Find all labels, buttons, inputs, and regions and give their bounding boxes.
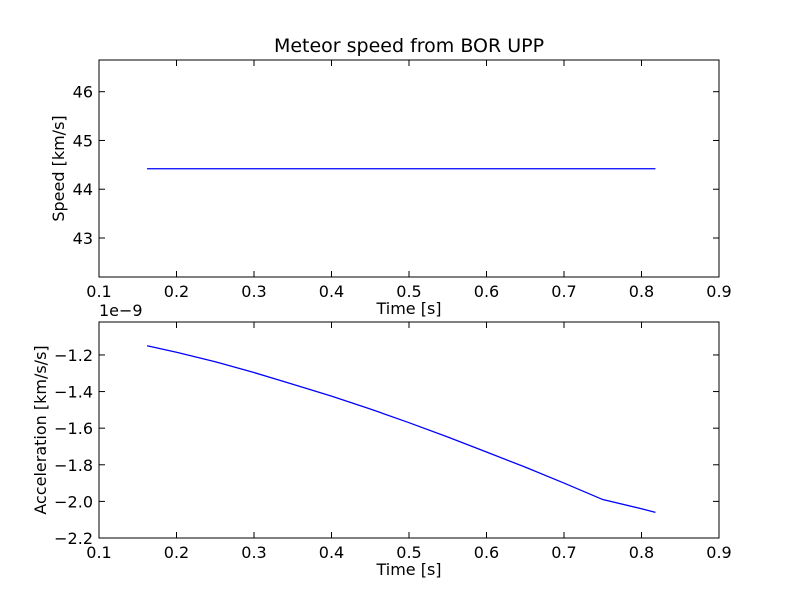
acceleration-x-tick-label: 0.9 — [706, 543, 731, 562]
speed-ticks: 0.1 0.2 0.3 0.4 0.5 0.6 0.7 0.8 0.9 43 44 45 46 — [73, 60, 732, 301]
acceleration-x-tick-label: 0.5 — [396, 543, 421, 562]
speed-x-tick-label: 0.1 — [86, 282, 111, 301]
acceleration-y-tick-label: −2.2 — [54, 529, 93, 548]
speed-x-tick-label: 0.5 — [396, 282, 421, 301]
acceleration-y-tick-label: −2.0 — [54, 492, 93, 511]
speed-y-tick-label: 43 — [73, 229, 93, 248]
acceleration-x-tick-label: 0.6 — [474, 543, 499, 562]
speed-y-axis-label: Speed [km/s] — [49, 115, 68, 221]
acceleration-x-tick-label: 0.4 — [319, 543, 344, 562]
acceleration-y-tick-label: −1.4 — [54, 383, 93, 402]
acceleration-ticks: 0.1 0.2 0.3 0.4 0.5 0.6 0.7 0.8 0.9 −2.2 −2.0 −1.8 −… — [54, 322, 732, 562]
acceleration-x-tick-label: 0.2 — [164, 543, 189, 562]
chart-title: Meteor speed from BOR UPP — [274, 35, 544, 57]
speed-x-tick-label: 0.9 — [706, 282, 731, 301]
acceleration-y-offset-label: 1e−9 — [99, 301, 143, 320]
acceleration-x-axis-label: Time [s] — [375, 560, 441, 579]
acceleration-x-tick-label: 0.7 — [551, 543, 576, 562]
speed-x-tick-label: 0.8 — [629, 282, 654, 301]
speed-y-tick-label: 45 — [73, 131, 93, 150]
acceleration-y-tick-label: −1.2 — [54, 346, 93, 365]
acceleration-x-tick-label: 0.8 — [629, 543, 654, 562]
speed-x-axis-label: Time [s] — [375, 299, 441, 318]
acceleration-panel: 0.1 0.2 0.3 0.4 0.5 0.6 0.7 0.8 0.9 −2.2 −2.0 −1.8 −… — [31, 301, 732, 579]
speed-x-tick-label: 0.3 — [241, 282, 266, 301]
acceleration-y-tick-label: −1.6 — [54, 419, 93, 438]
acceleration-y-tick-label: −1.8 — [54, 456, 93, 475]
speed-panel: Meteor speed from BOR UPP 0.1 0.2 0.3 0.4 0.… — [49, 35, 732, 318]
speed-x-tick-label: 0.7 — [551, 282, 576, 301]
speed-x-tick-label: 0.4 — [319, 282, 344, 301]
acceleration-y-axis-label: Acceleration [km/s/s] — [31, 345, 50, 514]
acceleration-x-tick-label: 0.3 — [241, 543, 266, 562]
speed-x-tick-label: 0.2 — [164, 282, 189, 301]
acceleration-series-line — [146, 345, 656, 513]
speed-y-tick-label: 46 — [73, 83, 93, 102]
acceleration-x-tick-label: 0.1 — [86, 543, 111, 562]
speed-x-tick-label: 0.6 — [474, 282, 499, 301]
acceleration-series-group — [146, 345, 656, 513]
speed-y-tick-label: 44 — [73, 180, 93, 199]
